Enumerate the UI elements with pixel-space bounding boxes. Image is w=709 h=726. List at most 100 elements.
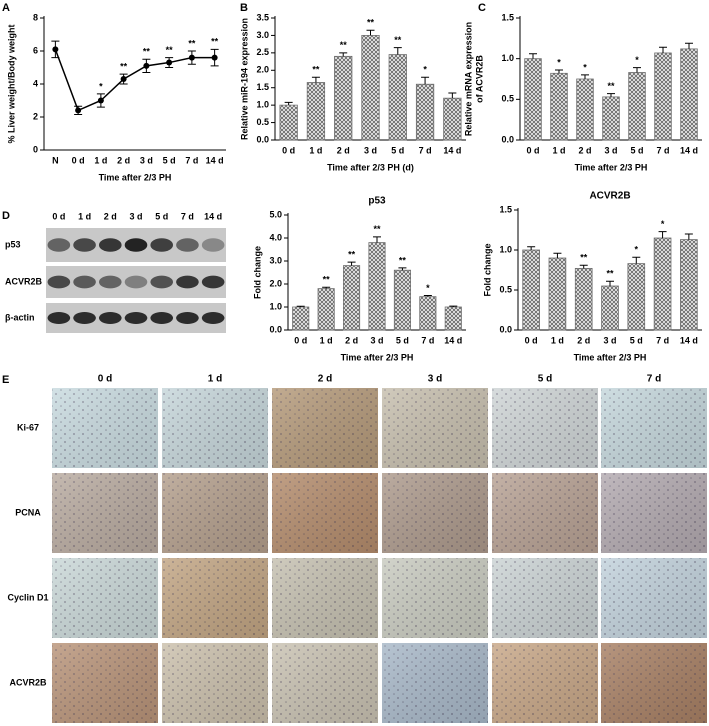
x-tick-label: N <box>52 155 59 165</box>
x-axis-label: Time after 2/3 PH <box>341 352 414 362</box>
ihc-column-label: 3 d <box>428 374 442 385</box>
x-tick-label: 0 d <box>526 145 539 155</box>
error-bar <box>684 233 693 240</box>
x-tick-label: 5 d <box>630 145 643 155</box>
bar <box>368 242 386 331</box>
blot-band <box>124 238 148 252</box>
error-bar <box>685 42 693 49</box>
x-axis-label: Time after 2/3 PH <box>99 172 172 182</box>
panel-label: E <box>2 374 9 386</box>
y-tick-label: 4 <box>33 78 38 88</box>
x-axis-label: Time after 2/3 PH (d) <box>327 162 414 172</box>
ihc-row-label: Cyclin D1 <box>7 592 48 602</box>
ihc-shade <box>601 473 707 553</box>
bar <box>279 104 298 141</box>
y-tick-label: 1.5 <box>256 82 269 92</box>
y-tick-label: 3.0 <box>269 255 282 265</box>
error-bar <box>423 295 432 297</box>
x-tick-label: 0 d <box>525 335 538 345</box>
error-bar <box>311 76 320 83</box>
ihc-shade <box>272 473 378 553</box>
x-tick-label: 14 d <box>444 335 462 345</box>
error-bar <box>529 53 537 59</box>
x-tick-label: 1 d <box>94 155 107 165</box>
x-tick-label: 1 d <box>309 145 322 155</box>
error-bar <box>373 236 381 243</box>
y-axis-label: Fold change <box>252 246 262 299</box>
x-tick-label: 5 d <box>630 335 643 345</box>
bar <box>415 83 435 141</box>
panel-label: A <box>2 2 10 14</box>
ihc-shade <box>272 643 378 723</box>
lane-label: 5 d <box>155 211 168 221</box>
point <box>120 76 127 83</box>
bar <box>524 58 542 141</box>
significance: * <box>635 245 639 255</box>
bar <box>601 285 619 331</box>
x-tick-label: 0 d <box>282 145 295 155</box>
blot-row-label: ACVR2B <box>5 276 43 286</box>
blot-band <box>201 312 225 324</box>
y-tick-label: 0.5 <box>256 117 269 127</box>
bar <box>628 72 646 141</box>
ihc-shade <box>492 643 598 723</box>
y-tick-label: 2.0 <box>269 278 282 288</box>
blot-band <box>47 238 71 252</box>
significance: ** <box>373 224 381 234</box>
x-tick-label: 1 d <box>320 335 333 345</box>
significance: ** <box>188 38 196 48</box>
y-tick-label: 0.5 <box>499 284 512 294</box>
lane-label: 0 d <box>52 211 65 221</box>
significance: ** <box>348 250 356 260</box>
significance: * <box>99 81 103 91</box>
significance: ** <box>211 37 219 47</box>
significance: * <box>661 219 665 229</box>
bar <box>443 97 462 141</box>
point <box>52 46 59 53</box>
x-tick-label: 7 d <box>419 145 432 155</box>
ihc-column-label: 7 d <box>647 374 661 385</box>
significance: * <box>583 62 587 72</box>
ihc-shade <box>492 558 598 638</box>
bar <box>317 288 335 331</box>
significance: ** <box>323 275 331 285</box>
bar <box>419 296 437 331</box>
ihc-shade <box>162 388 268 468</box>
x-tick-label: 2 d <box>345 335 358 345</box>
y-tick-label: 1.5 <box>501 12 514 22</box>
x-tick-label: 7 d <box>656 335 669 345</box>
point <box>211 54 218 61</box>
error-bar <box>633 67 641 73</box>
x-axis-label: Time after 2/3 PH <box>574 352 647 362</box>
blot-band <box>124 275 148 289</box>
x-tick-label: 0 d <box>72 155 85 165</box>
ihc-shade <box>162 473 268 553</box>
y-axis-label: of ACVR2B <box>474 55 484 103</box>
bar <box>361 35 380 141</box>
x-tick-label: 3 d <box>140 155 153 165</box>
blot-band <box>47 312 71 324</box>
ihc-shade <box>382 388 488 468</box>
error-bar <box>449 305 458 307</box>
blot-band <box>150 312 174 324</box>
bar <box>388 54 407 141</box>
significance: ** <box>394 35 402 45</box>
error-bar <box>555 69 563 74</box>
ihc-shade <box>601 643 707 723</box>
point <box>166 59 173 66</box>
error-bar <box>659 46 667 53</box>
ihc-row-label: Ki-67 <box>17 422 39 432</box>
ihc-shade <box>52 473 158 553</box>
y-tick-label: 2 <box>33 111 38 121</box>
ihc-column-label: 5 d <box>538 374 552 385</box>
point <box>143 62 150 69</box>
blot-band <box>201 275 225 289</box>
bar <box>343 265 361 331</box>
blot-band <box>47 275 71 289</box>
bar <box>522 249 540 331</box>
chart-title: p53 <box>368 196 386 207</box>
y-tick-label: 3.5 <box>256 12 269 22</box>
ihc-shade <box>601 558 707 638</box>
significance: ** <box>166 45 174 55</box>
